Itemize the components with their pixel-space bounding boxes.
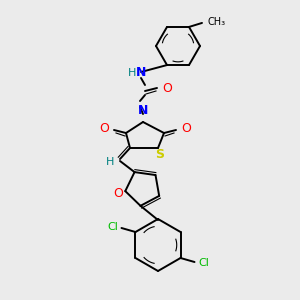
- Text: H: H: [106, 157, 114, 167]
- Text: O: O: [181, 122, 191, 136]
- Text: H: H: [128, 68, 136, 78]
- Text: S: S: [155, 148, 164, 161]
- Text: N: N: [136, 67, 146, 80]
- Text: Cl: Cl: [198, 258, 209, 268]
- Text: N: N: [138, 104, 148, 118]
- Text: Cl: Cl: [107, 222, 118, 232]
- Text: O: O: [99, 122, 109, 136]
- Text: CH₃: CH₃: [207, 17, 225, 27]
- Text: O: O: [113, 187, 123, 200]
- Text: O: O: [162, 82, 172, 94]
